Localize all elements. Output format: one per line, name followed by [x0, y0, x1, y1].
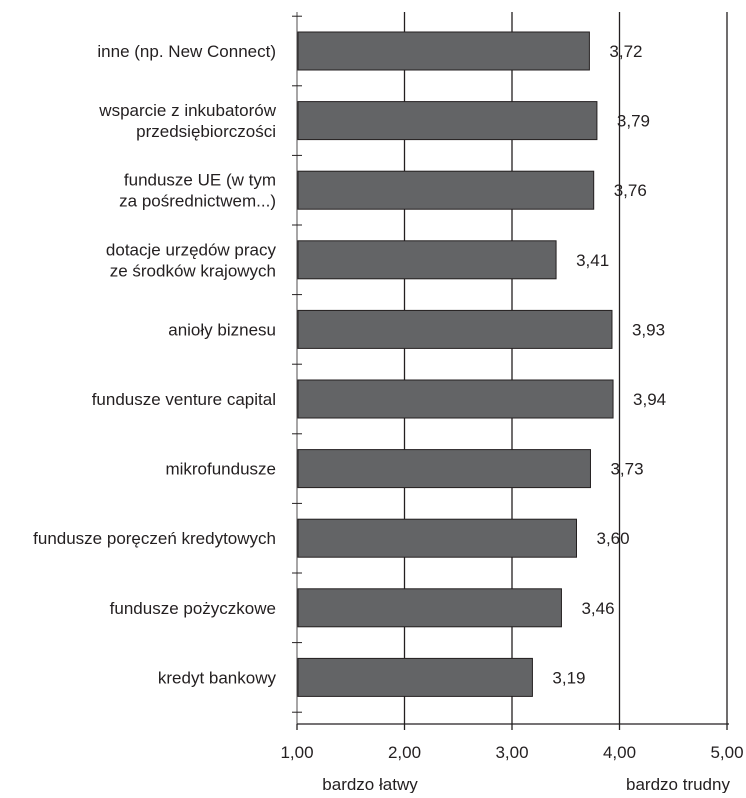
- bar: [297, 101, 598, 141]
- category-label-line: anioły biznesu: [168, 320, 276, 339]
- category-label-line: ze środków krajowych: [110, 261, 276, 280]
- bar: [297, 588, 562, 628]
- x-tick-label: 2,00: [388, 743, 421, 762]
- bar: [297, 449, 591, 489]
- category-label-line: inne (np. New Connect): [97, 42, 276, 61]
- x-axis-left-end-label: bardzo łatwy: [322, 775, 418, 793]
- category-label: fundusze venture capital: [92, 390, 276, 409]
- category-label-line: przedsiębiorczości: [136, 122, 276, 141]
- category-label-line: mikrofundusze: [165, 460, 276, 479]
- value-label: 3,41: [576, 251, 609, 270]
- bar: [297, 309, 613, 349]
- value-label: 3,94: [633, 390, 666, 409]
- value-label: 3,76: [614, 181, 647, 200]
- bar: [297, 657, 533, 697]
- category-label: kredyt bankowy: [158, 668, 277, 687]
- category-label-line: fundusze venture capital: [92, 390, 276, 409]
- value-label: 3,93: [632, 320, 665, 339]
- x-tick-label: 4,00: [603, 743, 636, 762]
- bar: [297, 240, 557, 280]
- category-label: inne (np. New Connect): [97, 42, 276, 61]
- x-tick-label: 3,00: [495, 743, 528, 762]
- category-label-line: fundusze pożyczkowe: [110, 599, 276, 618]
- category-label-line: dotacje urzędów pracy: [106, 240, 277, 259]
- category-label-line: wsparcie z inkubatorów: [98, 101, 276, 120]
- x-tick-labels: 1,00 2,00 3,00 4,00 5,00: [280, 724, 744, 762]
- value-label: 3,72: [609, 42, 642, 61]
- value-label: 3,79: [617, 112, 650, 131]
- category-label: anioły biznesu: [168, 320, 276, 339]
- category-label-line: fundusze poręczeń kredytowych: [33, 529, 276, 548]
- x-axis-right-end-label: bardzo trudny: [626, 775, 730, 793]
- category-label-line: kredyt bankowy: [158, 668, 277, 687]
- value-label: 3,46: [581, 599, 614, 618]
- bars: [297, 31, 614, 697]
- bar: [297, 518, 577, 558]
- category-label-line: fundusze UE (w tym: [124, 171, 276, 190]
- category-label: dotacje urzędów pracy ze środków krajowyc…: [106, 240, 277, 280]
- category-label: wsparcie z inkubatorów przedsiębiorczości: [98, 101, 276, 141]
- bar: [297, 31, 590, 71]
- value-labels: 3,72 3,79 3,76 3,41 3,93 3,94 3,73 3,60 3,46 3,19: [552, 42, 666, 687]
- x-axis: [296, 12, 729, 725]
- value-label: 3,60: [597, 529, 630, 548]
- x-tick-label: 1,00: [280, 743, 313, 762]
- category-label: fundusze UE (w tym za pośrednictwem...): [119, 171, 276, 211]
- value-label: 3,73: [610, 460, 643, 479]
- category-label: fundusze poręczeń kredytowych: [33, 529, 276, 548]
- bar: [297, 379, 614, 419]
- category-labels: inne (np. New Connect) wsparcie z inkubat…: [33, 15, 302, 713]
- bar: [297, 170, 595, 210]
- category-label: mikrofundusze: [165, 460, 276, 479]
- category-label-line: za pośrednictwem...): [119, 192, 276, 211]
- x-tick-label: 5,00: [710, 743, 743, 762]
- category-label: fundusze pożyczkowe: [110, 599, 276, 618]
- value-label: 3,19: [552, 668, 585, 687]
